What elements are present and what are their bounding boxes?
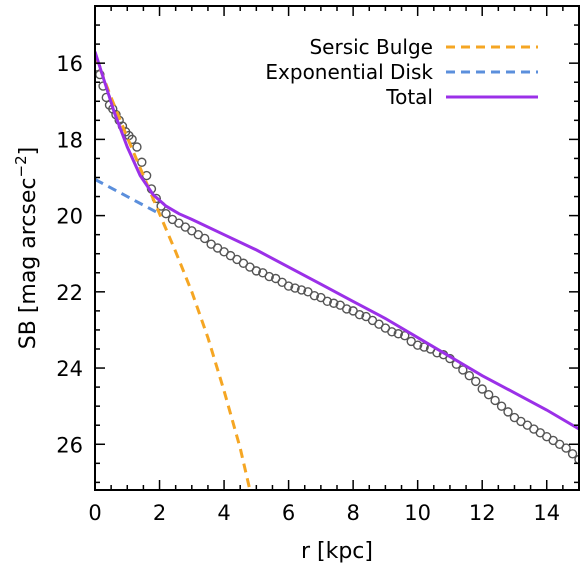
data-point <box>496 401 507 411</box>
data-point <box>341 304 352 314</box>
data-point <box>137 157 147 167</box>
data-point <box>483 390 494 400</box>
x-tick-label: 4 <box>217 501 230 525</box>
data-point <box>503 407 513 417</box>
series-line-total <box>95 51 579 431</box>
legend-label: Total <box>385 85 433 109</box>
data-point <box>141 170 152 181</box>
data-point <box>290 283 300 293</box>
data-point <box>283 281 294 291</box>
data-point <box>354 309 365 320</box>
data-point <box>412 340 423 350</box>
data-point <box>309 290 320 301</box>
data-point <box>264 271 274 282</box>
axis-ticks <box>94 6 580 490</box>
data-point <box>200 233 210 244</box>
x-tick-label: 6 <box>282 501 295 525</box>
x-tick-label: 2 <box>153 501 166 525</box>
x-tick-label: 8 <box>346 501 359 525</box>
x-tick-label: 10 <box>404 501 431 525</box>
data-point <box>490 395 500 406</box>
y-tick-label: 24 <box>56 357 83 381</box>
data-point <box>561 443 571 453</box>
plot-area <box>95 51 579 490</box>
legend-label: Sersic Bulge <box>309 35 433 59</box>
data-point <box>329 298 339 308</box>
data-point <box>132 142 142 152</box>
x-tick-label: 14 <box>533 501 560 525</box>
data-point <box>387 327 397 337</box>
series-line-sersic-bulge <box>95 54 252 490</box>
data-point <box>567 449 578 459</box>
data-point <box>251 266 262 276</box>
data-point <box>322 296 333 307</box>
x-tick-label: 0 <box>88 501 101 525</box>
y-tick-label: 18 <box>56 128 83 152</box>
y-tick-label: 16 <box>56 52 83 76</box>
x-tick-label: 12 <box>469 501 496 525</box>
x-axis-label: r [kpc] <box>301 539 373 564</box>
data-point <box>471 376 481 387</box>
y-axis-label: SB [mag arcsec−2] <box>12 147 41 349</box>
y-tick-label: 22 <box>56 281 83 305</box>
y-tick-label: 26 <box>56 433 83 457</box>
data-point <box>477 384 487 394</box>
y-tick-label: 20 <box>56 205 83 229</box>
series-line-exponential-disk <box>95 178 161 216</box>
data-point <box>161 209 171 219</box>
data-point <box>574 454 579 465</box>
data-point <box>464 370 474 381</box>
data-point <box>393 329 404 339</box>
data-point <box>296 285 307 295</box>
legend-label: Exponential Disk <box>265 60 433 84</box>
